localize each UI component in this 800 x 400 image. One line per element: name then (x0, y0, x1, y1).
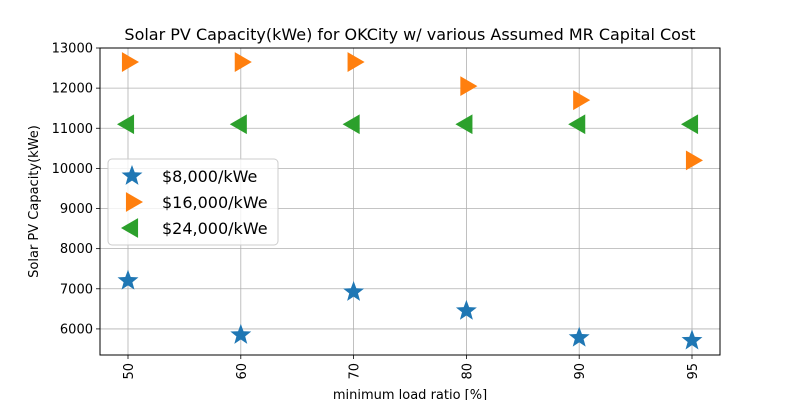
x-tick-label: 90 (573, 363, 588, 380)
y-tick-label: 12000 (52, 82, 93, 97)
data-point (229, 114, 247, 135)
data-point (234, 52, 252, 72)
x-tick-label: 50 (122, 363, 137, 380)
y-tick-label: 11000 (52, 122, 93, 137)
data-point (460, 76, 478, 97)
series-triangle-left (117, 114, 699, 135)
x-tick-label: 95 (686, 363, 701, 380)
chart-title: Solar PV Capacity(kWe) for OKCity w/ var… (124, 25, 695, 44)
y-tick-label: 13000 (52, 42, 93, 57)
legend-label: $16,000/kWe (162, 193, 268, 212)
series-star (117, 269, 703, 350)
data-point (681, 114, 699, 135)
x-tick-label: 70 (348, 363, 363, 380)
x-axis-label: minimum load ratio [%] (333, 388, 487, 400)
data-markers (117, 52, 703, 350)
data-point (117, 114, 135, 135)
data-point (230, 323, 252, 344)
data-point (568, 114, 586, 135)
y-tick-label: 6000 (60, 322, 93, 337)
legend-box (107, 158, 279, 246)
data-point (342, 114, 360, 135)
data-point (455, 299, 477, 320)
legend-marker (121, 165, 143, 185)
axis-ticks: 50 60 70 80 90 95 6000 7000 8000 9000 10000 11000 12… (52, 42, 701, 380)
data-point (568, 326, 590, 347)
legend: $8,000/kWe $16,000/kWe $24,000/kWe (107, 158, 279, 246)
data-point (455, 114, 473, 135)
x-tick-label: 60 (235, 363, 250, 380)
legend-label: $24,000/kWe (162, 219, 268, 238)
y-tick-label: 8000 (60, 242, 93, 257)
x-tick-label: 80 (460, 363, 475, 380)
data-point (681, 329, 703, 350)
data-point (121, 52, 139, 72)
data-point (685, 150, 703, 171)
data-point (573, 90, 591, 111)
y-tick-label: 10000 (52, 162, 93, 177)
legend-marker (121, 218, 139, 238)
legend-label: $8,000/kWe (162, 167, 257, 186)
series-triangle-right (121, 52, 703, 171)
y-axis-label: Solar PV Capacity(kWe) (27, 125, 42, 278)
data-point (343, 280, 365, 301)
y-tick-label: 7000 (60, 282, 93, 297)
y-tick-label: 9000 (60, 202, 93, 217)
data-point (117, 269, 139, 290)
data-point (347, 52, 365, 72)
legend-marker (125, 192, 143, 212)
plot-area-frame (99, 47, 721, 356)
